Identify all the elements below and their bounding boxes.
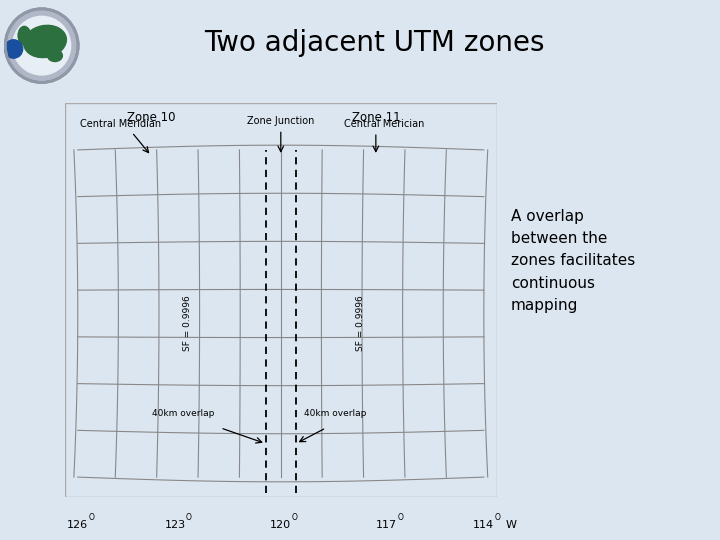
Text: 120: 120 xyxy=(270,521,292,530)
Ellipse shape xyxy=(48,50,63,62)
Text: 40km overlap: 40km overlap xyxy=(153,409,215,418)
Circle shape xyxy=(5,9,78,83)
Text: O: O xyxy=(186,512,192,522)
Text: 114: 114 xyxy=(473,521,495,530)
Ellipse shape xyxy=(18,26,30,45)
Circle shape xyxy=(13,16,71,75)
Text: W: W xyxy=(505,521,516,530)
Text: 126: 126 xyxy=(67,521,89,530)
Text: O: O xyxy=(292,512,297,522)
Text: Zone 11: Zone 11 xyxy=(351,111,400,124)
Text: Two adjacent UTM zones: Two adjacent UTM zones xyxy=(204,29,544,57)
Ellipse shape xyxy=(24,25,66,58)
Text: Central Meridian: Central Meridian xyxy=(81,119,161,130)
Text: 123: 123 xyxy=(164,521,186,530)
Text: Zone Junction: Zone Junction xyxy=(247,116,315,126)
Text: O: O xyxy=(397,512,403,522)
Text: Central Merician: Central Merician xyxy=(344,119,425,130)
Text: O: O xyxy=(89,512,94,522)
Text: SF = 0.9996: SF = 0.9996 xyxy=(356,295,365,351)
Text: 40km overlap: 40km overlap xyxy=(304,409,366,418)
Text: A overlap
between the
zones facilitates
continuous
mapping: A overlap between the zones facilitates … xyxy=(511,209,635,313)
Circle shape xyxy=(4,40,22,58)
Text: SF = 0.9996: SF = 0.9996 xyxy=(184,295,192,351)
Text: O: O xyxy=(495,512,500,522)
Text: 117: 117 xyxy=(376,521,397,530)
Text: Zone 10: Zone 10 xyxy=(127,111,176,124)
